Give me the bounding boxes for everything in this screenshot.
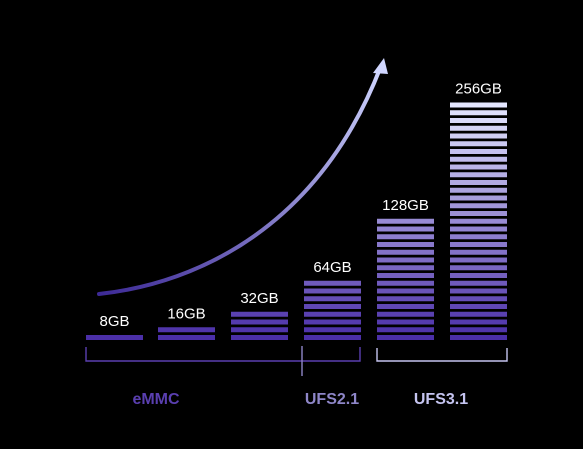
bar-stripe — [450, 110, 507, 116]
bar-stripe — [450, 311, 507, 317]
bar-stripe — [304, 335, 361, 340]
bar-stripe — [450, 296, 507, 302]
bar-stripe — [377, 335, 434, 340]
bar-value-label: 64GB — [313, 259, 351, 276]
bars — [86, 102, 507, 340]
bar-stripe — [377, 218, 434, 224]
bar-stripe — [158, 327, 215, 333]
bar-value-label: 16GB — [167, 305, 205, 322]
bracket-eMMC: eMMC — [85, 347, 361, 408]
bar-stripe — [450, 257, 507, 263]
bar-stripe — [450, 149, 507, 154]
bar-stripe — [450, 234, 507, 240]
bar-stripe — [304, 311, 361, 317]
bar-stripe — [304, 288, 361, 294]
bar-128GB — [377, 218, 434, 340]
bar-stripe — [377, 327, 434, 333]
bar-stripe — [231, 319, 288, 325]
bar-value-label: 8GB — [99, 313, 129, 330]
bar-stripe — [450, 335, 507, 340]
bar-stripe — [450, 211, 507, 216]
bar-stripe — [450, 102, 507, 108]
group-brackets: eMMC UFS2.1 UFS3.1 — [85, 346, 508, 408]
bracket-UFS2.1: UFS2.1 — [301, 346, 359, 408]
bar-stripe — [450, 118, 507, 123]
bar-stripe — [304, 319, 361, 325]
bar-stripe — [450, 218, 507, 224]
bar-stripe — [377, 249, 434, 255]
bracket-line — [85, 347, 361, 362]
group-label: UFS2.1 — [305, 391, 359, 408]
bar-8GB — [86, 335, 143, 340]
bracket-UFS3.1: UFS3.1 — [376, 348, 508, 408]
bar-stripe — [450, 249, 507, 255]
bar-stripe — [377, 311, 434, 317]
bar-stripe — [450, 180, 507, 185]
group-label: eMMC — [132, 391, 180, 408]
bar-value-label: 256GB — [455, 81, 502, 98]
bar-stripe — [450, 164, 507, 170]
growth-arrow-shaft — [97, 64, 383, 296]
bar-stripe — [231, 327, 288, 333]
bar-stripe — [450, 156, 507, 162]
bar-stripe — [450, 304, 507, 309]
bar-stripe — [377, 226, 434, 232]
bar-16GB — [158, 327, 215, 340]
bar-stripe — [304, 304, 361, 309]
bar-stripe — [450, 273, 507, 278]
bar-stripe — [450, 203, 507, 209]
bar-stripe — [377, 242, 434, 247]
bar-stripe — [450, 265, 507, 271]
bar-value-label: 32GB — [240, 290, 278, 307]
bar-stripe — [377, 288, 434, 294]
bar-value-label: 128GB — [382, 197, 429, 214]
bar-stripe — [377, 296, 434, 302]
growth-arrow-head — [373, 58, 388, 74]
bar-stripe — [450, 280, 507, 286]
bar-labels: 8GB 16GB 32GB 64GB 128GB 256GB — [99, 81, 501, 331]
bar-stripe — [450, 172, 507, 178]
bar-stripe — [304, 280, 361, 286]
bar-stripe — [231, 335, 288, 340]
bar-stripe — [450, 242, 507, 247]
bar-stripe — [450, 195, 507, 201]
bar-stripe — [450, 187, 507, 193]
bar-stripe — [377, 273, 434, 278]
bar-stripe — [231, 311, 288, 317]
bar-stripe — [450, 125, 507, 131]
bar-stripe — [450, 288, 507, 294]
bar-stripe — [450, 319, 507, 325]
bar-stripe — [377, 265, 434, 271]
bar-stripe — [450, 327, 507, 333]
bar-stripe — [377, 257, 434, 263]
bar-32GB — [231, 311, 288, 340]
group-label: UFS3.1 — [414, 391, 468, 408]
bar-stripe — [377, 234, 434, 240]
bar-stripe — [304, 327, 361, 333]
bar-stripe — [450, 133, 507, 139]
bar-stripe — [450, 141, 507, 147]
bar-stripe — [377, 304, 434, 309]
bar-64GB — [304, 280, 361, 340]
bar-stripe — [450, 226, 507, 232]
growth-arrow — [97, 58, 388, 296]
bar-stripe — [377, 280, 434, 286]
bar-stripe — [86, 335, 143, 340]
bar-256GB — [450, 102, 507, 340]
bar-stripe — [158, 335, 215, 340]
bar-stripe — [377, 319, 434, 325]
bar-stripe — [304, 296, 361, 302]
bracket-line — [376, 348, 508, 362]
